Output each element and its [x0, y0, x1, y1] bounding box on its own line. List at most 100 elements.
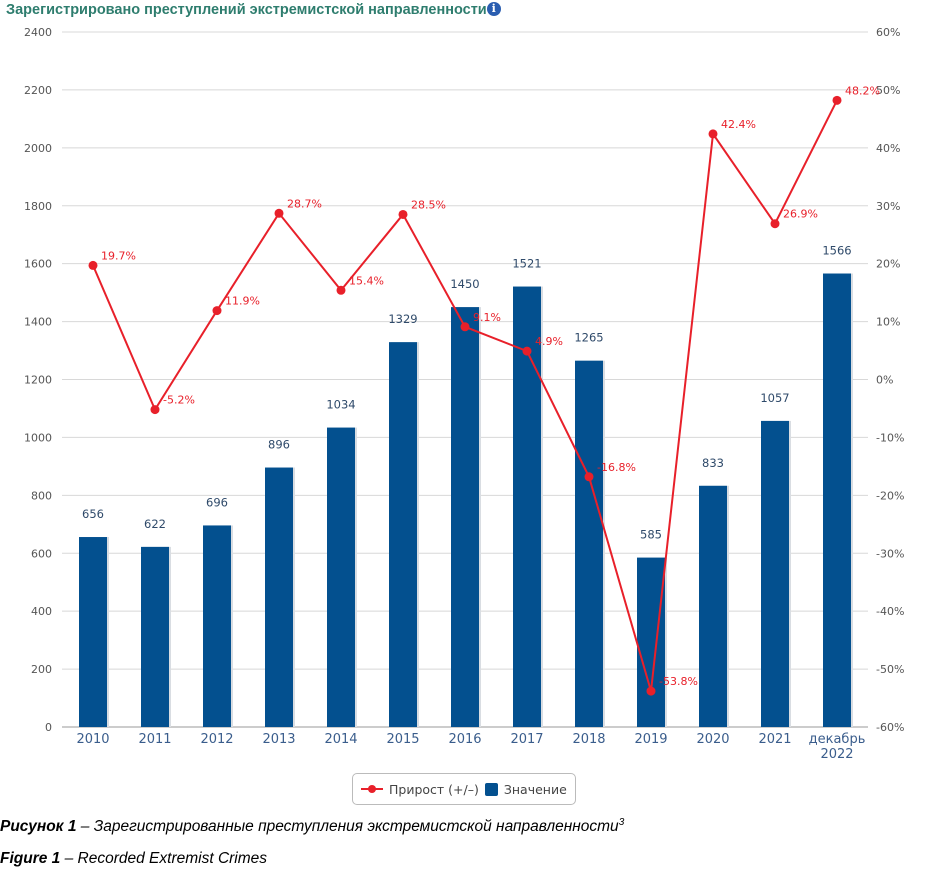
chart-svg: 0 200 400 600 800 1000 1200 1400 1600 1800 2000 220… — [24, 26, 904, 762]
growth-point — [770, 219, 780, 229]
y-left-tick-label: 2200 — [24, 84, 52, 97]
x-tick-label: 2018 — [572, 732, 605, 747]
bar — [79, 537, 107, 727]
y-left-tick-label: 1400 — [24, 316, 52, 329]
y-right-tick-label: -40% — [876, 605, 904, 618]
growth-point — [460, 322, 470, 332]
growth-point — [708, 129, 718, 139]
y-left-tick-label: 600 — [31, 547, 52, 560]
bar — [699, 485, 727, 727]
bar — [823, 273, 851, 727]
growth-point — [150, 405, 160, 415]
growth-value-label: 28.5% — [411, 198, 446, 211]
y-left-tick-label: 200 — [31, 663, 52, 676]
growth-point — [398, 209, 408, 219]
growth-value-label: 9.1% — [473, 311, 501, 324]
growth-value-label: -5.2% — [163, 394, 195, 407]
growth-value-label: 42.4% — [721, 118, 756, 131]
bar — [513, 286, 541, 727]
bar — [327, 427, 355, 727]
y-left-tick-label: 1800 — [24, 200, 52, 213]
y-right-tick-label: 60% — [876, 26, 900, 39]
bar-value-label: 1265 — [574, 331, 603, 345]
bar-value-label: 696 — [206, 495, 228, 509]
growth-value-label: 15.4% — [349, 274, 384, 287]
growth-value-label: 19.7% — [101, 249, 136, 262]
caption-ru-label: Рисунок 1 — [0, 818, 77, 836]
caption-en-label: Figure 1 — [0, 850, 61, 867]
bar-value-label: 1521 — [512, 257, 541, 271]
y-left-tick-label: 0 — [45, 721, 52, 734]
growth-value-label: 28.7% — [287, 197, 322, 210]
growth-value-label: 4.9% — [535, 335, 563, 348]
x-tick-label: 2015 — [386, 732, 419, 747]
x-tick-label: 2019 — [634, 732, 667, 747]
y-right-tick-label: -20% — [876, 489, 904, 502]
bar-value-label: 1034 — [326, 398, 355, 412]
bar-value-label: 1566 — [822, 244, 851, 258]
bar-value-label: 656 — [82, 507, 104, 521]
bar — [451, 307, 479, 727]
bar — [389, 342, 417, 727]
caption-ru: Рисунок 1 – Зарегистрированные преступле… — [0, 817, 624, 836]
y-right-tick-label: 20% — [876, 258, 900, 271]
y-right-tick-label: 40% — [876, 142, 900, 155]
x-tick-label: 2013 — [262, 732, 295, 747]
legend-bar-label[interactable]: Значение — [503, 781, 567, 797]
growth-point — [274, 208, 284, 218]
caption-en: Figure 1 – Recorded Extremist Crimes — [0, 850, 267, 868]
bar-value-label: 1329 — [388, 312, 417, 326]
y-left-tick-label: 2400 — [24, 26, 52, 39]
x-tick-label: 2022 — [820, 747, 853, 762]
caption-ru-footnote: 3 — [618, 817, 625, 828]
bar — [575, 360, 603, 727]
y-right-tick-label: 0% — [876, 374, 893, 387]
growth-point — [88, 260, 98, 270]
legend: Прирост (+/–) Значение — [352, 773, 576, 805]
y-left-tick-label: 1600 — [24, 258, 52, 271]
growth-value-label: 48.2% — [845, 84, 880, 97]
x-tick-label: 2016 — [448, 732, 481, 747]
bar — [203, 525, 231, 727]
growth-point — [584, 472, 594, 482]
legend-line-label[interactable]: Прирост (+/–) — [389, 781, 479, 797]
y-right-tick-label: 30% — [876, 200, 900, 213]
y-left-tick-label: 1000 — [24, 431, 52, 444]
bar — [761, 420, 789, 727]
y-right-tick-label: -50% — [876, 663, 904, 676]
x-tick-label: 2014 — [324, 732, 357, 747]
y-right-tick-label: 10% — [876, 316, 900, 329]
caption-en-text: – Recorded Extremist Crimes — [60, 850, 268, 867]
y-left-tick-label: 1200 — [24, 374, 52, 387]
y-right-tick-label: -10% — [876, 431, 904, 444]
y-left-tick-label: 800 — [31, 489, 52, 502]
caption-ru-text: – Зарегистрированные преступления экстре… — [76, 818, 619, 836]
growth-point — [646, 686, 656, 696]
bar-value-label: 1450 — [450, 277, 479, 291]
x-tick-label: декабрь — [809, 732, 866, 747]
info-icon[interactable]: i — [486, 2, 501, 16]
x-tick-label: 2012 — [200, 732, 233, 747]
growth-value-label: 26.9% — [783, 208, 818, 221]
growth-point — [212, 306, 222, 316]
bar-value-label: 833 — [702, 456, 724, 470]
y-left-tick-label: 2000 — [24, 142, 52, 155]
y-right-tick-label: -60% — [876, 721, 904, 734]
growth-point — [832, 95, 842, 105]
y-right-tick-label: -30% — [876, 547, 904, 560]
chart-title-text: Зарегистрировано преступлений экстремист… — [6, 2, 487, 18]
x-tick-label: 2017 — [510, 732, 543, 747]
chart-title: Зарегистрировано преступлений экстремист… — [6, 2, 501, 18]
bar-value-label: 1057 — [760, 391, 789, 405]
legend-bar-swatch — [484, 782, 498, 796]
legend-line-icon — [361, 785, 383, 793]
bar-value-label: 622 — [144, 517, 166, 531]
bar-value-label: 585 — [640, 528, 662, 542]
x-tick-label: 2010 — [76, 732, 109, 747]
bar — [637, 557, 665, 727]
growth-point — [522, 346, 532, 356]
growth-value-label: 11.9% — [225, 295, 260, 308]
x-tick-label: 2011 — [138, 732, 171, 747]
bar — [265, 467, 293, 727]
growth-value-label: -53.8% — [659, 675, 698, 688]
